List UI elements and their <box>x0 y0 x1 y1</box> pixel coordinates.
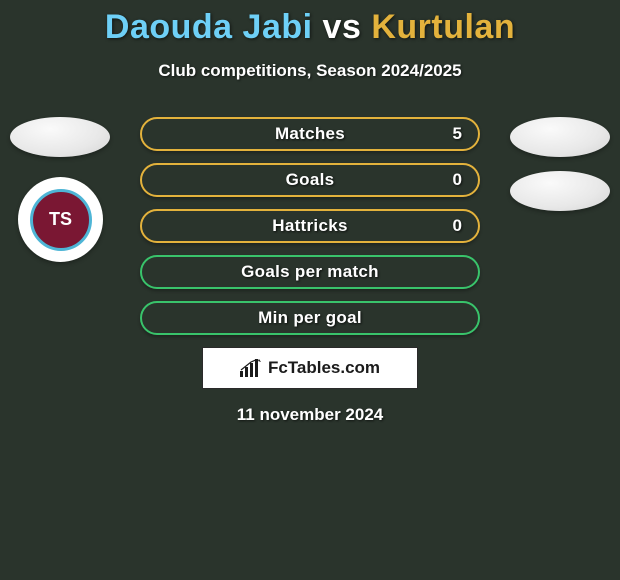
player2-photo <box>510 117 610 157</box>
stat-row: Min per goal <box>140 301 480 335</box>
comparison-card: Daouda Jabi vs Kurtulan Club competition… <box>0 0 620 425</box>
fctables-icon <box>240 359 262 377</box>
main-area: TS Matches5Goals0Hattricks0Goals per mat… <box>0 117 620 425</box>
player2-photo-secondary <box>510 171 610 211</box>
stat-label: Goals <box>156 170 464 190</box>
stat-row: Hattricks0 <box>140 209 480 243</box>
subtitle: Club competitions, Season 2024/2025 <box>0 61 620 81</box>
stat-row: Matches5 <box>140 117 480 151</box>
stat-value-right: 0 <box>453 170 462 190</box>
club-badge-monogram: TS <box>49 209 72 230</box>
stats-table: Matches5Goals0Hattricks0Goals per matchM… <box>140 117 480 335</box>
stat-label: Matches <box>156 124 464 144</box>
stat-value-right: 5 <box>453 124 462 144</box>
player2-name: Kurtulan <box>371 8 515 46</box>
stat-row: Goals per match <box>140 255 480 289</box>
player1-photo <box>10 117 110 157</box>
date: 11 november 2024 <box>0 405 620 425</box>
attribution-text: FcTables.com <box>268 358 380 378</box>
page-title: Daouda Jabi vs Kurtulan <box>0 8 620 47</box>
attribution-box: FcTables.com <box>202 347 418 389</box>
player1-name: Daouda Jabi <box>105 8 313 46</box>
stat-value-right: 0 <box>453 216 462 236</box>
stat-row: Goals0 <box>140 163 480 197</box>
stat-label: Hattricks <box>156 216 464 236</box>
club-badge: TS <box>18 177 103 262</box>
stat-label: Min per goal <box>156 308 464 328</box>
stat-label: Goals per match <box>156 262 464 282</box>
vs-text: vs <box>323 8 362 46</box>
club-badge-inner: TS <box>30 189 92 251</box>
